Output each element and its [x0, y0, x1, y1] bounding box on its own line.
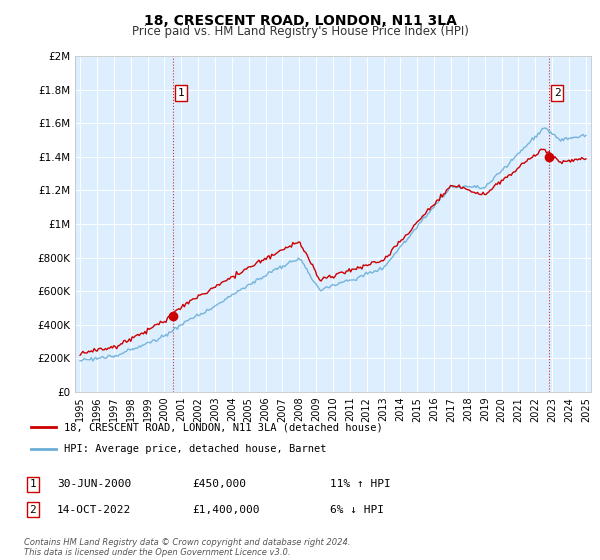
Text: Price paid vs. HM Land Registry's House Price Index (HPI): Price paid vs. HM Land Registry's House …: [131, 25, 469, 38]
Text: 11% ↑ HPI: 11% ↑ HPI: [330, 479, 391, 489]
Text: 14-OCT-2022: 14-OCT-2022: [57, 505, 131, 515]
Text: £450,000: £450,000: [192, 479, 246, 489]
Text: 6% ↓ HPI: 6% ↓ HPI: [330, 505, 384, 515]
Text: 1: 1: [178, 88, 185, 98]
Text: 18, CRESCENT ROAD, LONDON, N11 3LA (detached house): 18, CRESCENT ROAD, LONDON, N11 3LA (deta…: [64, 422, 382, 432]
Text: 18, CRESCENT ROAD, LONDON, N11 3LA: 18, CRESCENT ROAD, LONDON, N11 3LA: [143, 14, 457, 28]
Text: £1,400,000: £1,400,000: [192, 505, 260, 515]
Text: 2: 2: [29, 505, 37, 515]
Text: 2: 2: [554, 88, 560, 98]
Text: Contains HM Land Registry data © Crown copyright and database right 2024.
This d: Contains HM Land Registry data © Crown c…: [24, 538, 350, 557]
Text: 1: 1: [29, 479, 37, 489]
Text: HPI: Average price, detached house, Barnet: HPI: Average price, detached house, Barn…: [64, 444, 326, 454]
Text: 30-JUN-2000: 30-JUN-2000: [57, 479, 131, 489]
